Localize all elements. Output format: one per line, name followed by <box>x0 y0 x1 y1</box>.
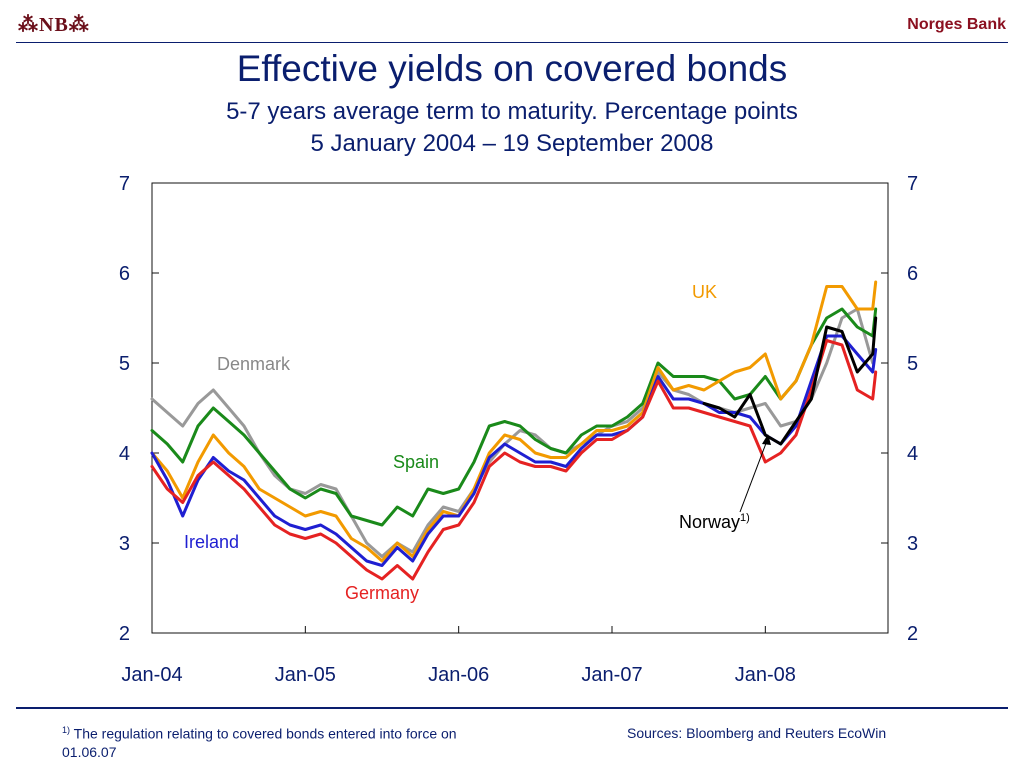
y-tick-label-right-1: 3 <box>907 533 918 555</box>
y-tick-label-right-4: 6 <box>907 263 918 285</box>
chart-subtitle: 5-7 years average term to maturity. Perc… <box>226 98 798 125</box>
series-line-uk <box>150 280 878 563</box>
y-tick-label-left-3: 5 <box>119 353 130 375</box>
series-label-norway: Norway1) <box>679 512 750 532</box>
norway-leader-arrowhead <box>762 434 771 445</box>
series-label-uk: UK <box>692 282 717 302</box>
plot-frame <box>151 182 889 634</box>
series-label-germany: Germany <box>345 583 419 603</box>
x-axis: Jan-04 Jan-05 Jan-06 Jan-07 Jan-08 <box>121 626 796 686</box>
footnote-marker: 1) <box>62 725 71 735</box>
footer-divider <box>16 707 1008 709</box>
norway-label-superscript: 1) <box>740 512 750 524</box>
sources-note: Sources: Bloomberg and Reuters EcoWin <box>627 725 887 741</box>
x-tick-label-2: Jan-06 <box>428 664 489 686</box>
series-line-germany <box>150 339 878 581</box>
y-tick-label-right-0: 2 <box>907 623 918 645</box>
chart-date-range: 5 January 2004 – 19 September 2008 <box>310 130 714 157</box>
y-tick-label-right-3: 5 <box>907 353 918 375</box>
y-tick-label-left-0: 2 <box>119 623 130 645</box>
norges-bank-logo: ⁂NB⁂ <box>18 14 90 36</box>
y-axis-left: 2 3 4 5 6 7 <box>119 173 159 645</box>
y-tick-label-left-1: 3 <box>119 533 130 555</box>
norway-label-text: Norway <box>679 512 740 532</box>
footnote: 1) The regulation relating to covered bo… <box>62 721 502 761</box>
y-tick-label-right-2: 4 <box>907 443 918 465</box>
x-tick-label-4: Jan-08 <box>735 664 796 686</box>
x-tick-label-0: Jan-04 <box>121 664 182 686</box>
chart-title: Effective yields on covered bonds <box>236 48 788 89</box>
norway-leader-line <box>739 437 769 513</box>
x-tick-label-3: Jan-07 <box>581 664 642 686</box>
y-tick-label-left-2: 4 <box>119 443 130 465</box>
footnote-text: The regulation relating to covered bonds… <box>62 725 457 760</box>
x-tick-label-1: Jan-05 <box>275 664 336 686</box>
series-label-denmark: Denmark <box>217 354 291 374</box>
y-tick-label-left-4: 6 <box>119 263 130 285</box>
header-divider <box>16 42 1008 43</box>
series-line-norway <box>702 316 878 446</box>
y-tick-label-left-5: 7 <box>119 173 130 195</box>
chart-axes <box>151 182 889 634</box>
y-tick-label-right-5: 7 <box>907 173 918 195</box>
series-labels: Denmark Spain UK Ireland Germany Norway1… <box>184 282 771 603</box>
series-line-spain <box>150 307 878 527</box>
bank-name: Norges Bank <box>907 16 1006 33</box>
series-label-spain: Spain <box>393 452 439 472</box>
series-lines <box>150 280 878 581</box>
series-label-ireland: Ireland <box>184 532 239 552</box>
y-axis-right: 2 3 4 5 6 7 <box>881 173 918 645</box>
